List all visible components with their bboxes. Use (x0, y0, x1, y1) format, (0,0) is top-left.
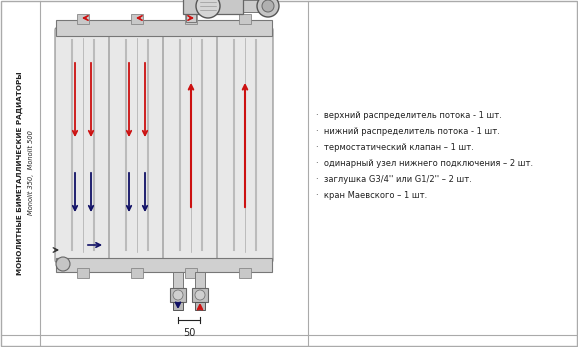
Text: Monolit 350,  Monolit 500: Monolit 350, Monolit 500 (28, 130, 34, 215)
Circle shape (262, 0, 274, 12)
FancyBboxPatch shape (217, 27, 273, 263)
Bar (173, 302, 183, 310)
Bar (170, 288, 186, 302)
FancyBboxPatch shape (163, 27, 219, 263)
Bar (183, 0, 243, 14)
Bar (131, 14, 143, 24)
Bar (185, 14, 197, 24)
Bar (56, 20, 272, 36)
Bar (185, 268, 197, 278)
Text: ·  одинарный узел нижнего подключения – 2 шт.: · одинарный узел нижнего подключения – 2… (316, 159, 533, 168)
Text: ·  термостатический клапан – 1 шт.: · термостатический клапан – 1 шт. (316, 143, 474, 152)
Circle shape (173, 290, 183, 300)
Circle shape (257, 0, 279, 17)
Bar (195, 272, 205, 290)
Bar (77, 14, 89, 24)
Bar (239, 14, 251, 24)
Bar (192, 288, 208, 302)
Text: 50: 50 (183, 328, 195, 338)
Bar (131, 268, 143, 278)
Circle shape (56, 257, 70, 271)
Circle shape (195, 290, 205, 300)
Circle shape (196, 0, 220, 18)
Bar (77, 268, 89, 278)
Bar (239, 268, 251, 278)
Text: ·  кран Маевского – 1 шт.: · кран Маевского – 1 шт. (316, 191, 427, 200)
Text: ·  нижний распределитель потока - 1 шт.: · нижний распределитель потока - 1 шт. (316, 127, 500, 135)
Text: ·  верхний распределитель потока - 1 шт.: · верхний распределитель потока - 1 шт. (316, 110, 502, 119)
FancyBboxPatch shape (109, 27, 165, 263)
Bar (186, 6, 196, 22)
Bar (195, 302, 205, 310)
FancyBboxPatch shape (55, 27, 111, 263)
Text: ·  заглушка G3/4'' или G1/2'' – 2 шт.: · заглушка G3/4'' или G1/2'' – 2 шт. (316, 175, 472, 184)
Bar (173, 272, 183, 290)
Text: МОНОЛИТНЫЕ БИМЕТАЛЛИЧЕСКИЕ РАДИАТОРЫ: МОНОЛИТНЫЕ БИМЕТАЛЛИЧЕСКИЕ РАДИАТОРЫ (17, 71, 23, 275)
Bar (56, 258, 272, 272)
Bar (243, 0, 263, 12)
